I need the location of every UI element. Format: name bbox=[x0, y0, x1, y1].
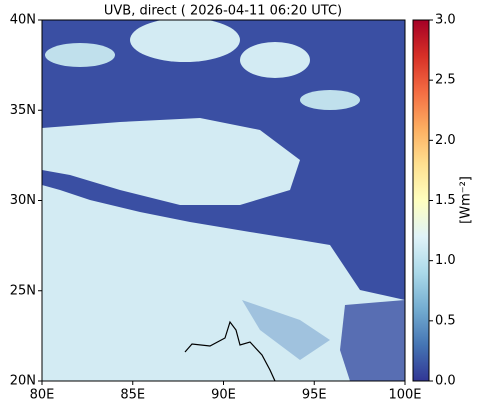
colorbar-tick-label: 2.0 bbox=[435, 133, 456, 148]
x-tick-label: 90E bbox=[211, 388, 236, 403]
colorbar bbox=[412, 19, 430, 382]
y-tick-label: 30N bbox=[10, 193, 36, 208]
colorbar-tick-label: 0.0 bbox=[435, 374, 456, 389]
coastline bbox=[184, 320, 276, 381]
colorbar-tick-label: 2.5 bbox=[435, 73, 456, 88]
clear-patch bbox=[300, 90, 360, 110]
cloud-region bbox=[242, 300, 330, 360]
clear-patch bbox=[45, 43, 115, 67]
x-tick-label: 80E bbox=[30, 388, 55, 403]
clear-region bbox=[42, 118, 300, 205]
colorbar-tick-label: 1.5 bbox=[435, 193, 456, 208]
y-tick-label: 35N bbox=[10, 103, 36, 118]
colorbar-tick-label: 3.0 bbox=[435, 13, 456, 28]
x-tick-label: 85E bbox=[120, 388, 145, 403]
colorbar-label: [Wm⁻²] bbox=[459, 176, 474, 224]
colorbar-tick-label: 1.0 bbox=[435, 253, 456, 268]
cloud-region bbox=[340, 300, 405, 381]
map-title: UVB, direct ( 2026-04-11 06:20 UTC) bbox=[104, 4, 342, 19]
clear-patch bbox=[240, 42, 310, 78]
colorbar-tick-label: 0.5 bbox=[435, 313, 456, 328]
x-tick-label: 100E bbox=[388, 388, 421, 403]
y-tick-label: 25N bbox=[10, 283, 36, 298]
y-tick-label: 40N bbox=[10, 13, 36, 28]
x-tick-label: 95E bbox=[302, 388, 327, 403]
y-tick-label: 20N bbox=[10, 374, 36, 389]
field bbox=[42, 20, 405, 381]
clear-patch bbox=[130, 20, 240, 62]
